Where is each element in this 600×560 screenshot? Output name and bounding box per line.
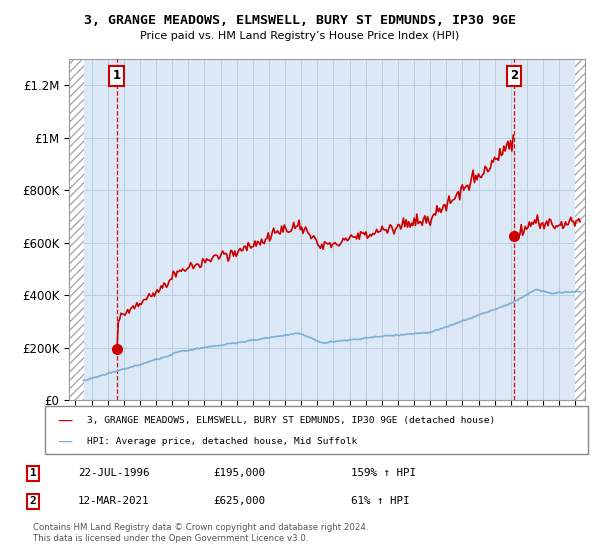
Text: —: — <box>57 413 72 428</box>
Text: —: — <box>57 434 72 449</box>
Text: HPI: Average price, detached house, Mid Suffolk: HPI: Average price, detached house, Mid … <box>87 437 357 446</box>
Text: 3, GRANGE MEADOWS, ELMSWELL, BURY ST EDMUNDS, IP30 9GE (detached house): 3, GRANGE MEADOWS, ELMSWELL, BURY ST EDM… <box>87 416 495 425</box>
Text: Price paid vs. HM Land Registry’s House Price Index (HPI): Price paid vs. HM Land Registry’s House … <box>140 31 460 41</box>
Text: 1: 1 <box>113 69 121 82</box>
Text: 2: 2 <box>29 496 37 506</box>
Text: £625,000: £625,000 <box>213 496 265 506</box>
Text: 2: 2 <box>510 69 518 82</box>
Text: 61% ↑ HPI: 61% ↑ HPI <box>351 496 410 506</box>
Bar <box>575 59 585 400</box>
Text: 1: 1 <box>29 468 37 478</box>
Text: Contains HM Land Registry data © Crown copyright and database right 2024.
This d: Contains HM Land Registry data © Crown c… <box>33 524 368 543</box>
Text: 12-MAR-2021: 12-MAR-2021 <box>78 496 149 506</box>
Text: 22-JUL-1996: 22-JUL-1996 <box>78 468 149 478</box>
Text: 3, GRANGE MEADOWS, ELMSWELL, BURY ST EDMUNDS, IP30 9GE: 3, GRANGE MEADOWS, ELMSWELL, BURY ST EDM… <box>84 14 516 27</box>
Text: £195,000: £195,000 <box>213 468 265 478</box>
Text: 159% ↑ HPI: 159% ↑ HPI <box>351 468 416 478</box>
Bar <box>69 59 83 400</box>
